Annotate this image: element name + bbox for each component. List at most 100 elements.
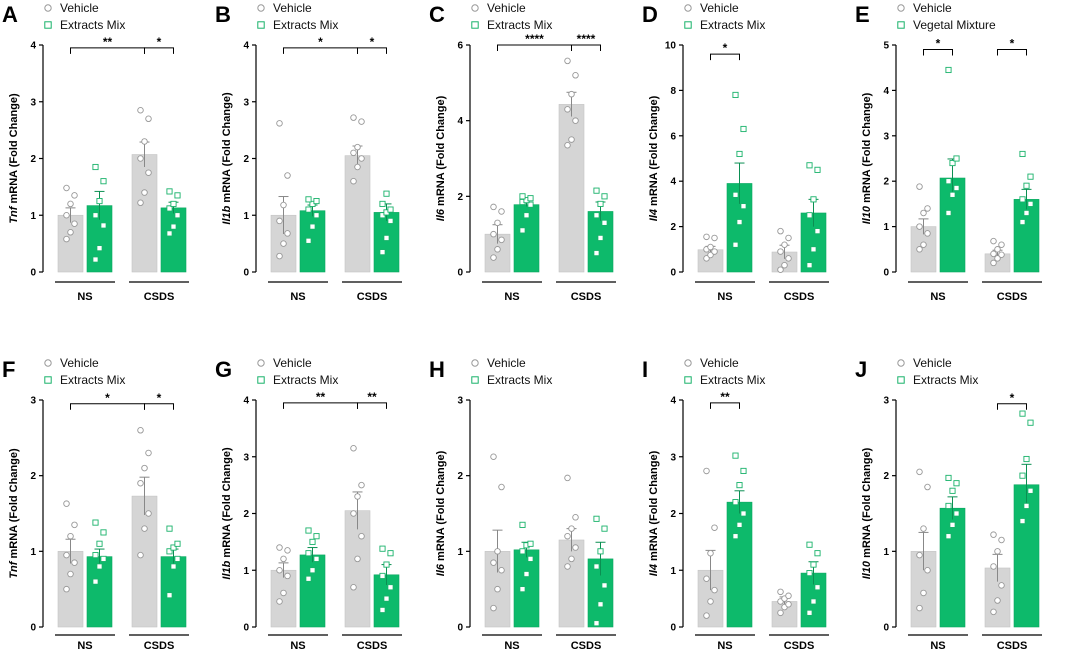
data-point-treatment [1019, 196, 1026, 203]
y-tick-label: 2 [670, 222, 676, 233]
data-point-vehicle [354, 163, 361, 171]
data-point-vehicle [924, 483, 931, 491]
bar-vehicle-csds [131, 154, 158, 273]
legend-vehicle-label: Vehicle [487, 356, 526, 370]
data-point-vehicle [785, 601, 792, 608]
data-point-treatment [170, 200, 177, 207]
data-point-treatment [305, 237, 312, 244]
data-point-treatment [92, 552, 99, 559]
data-point-vehicle [280, 589, 287, 597]
data-point-treatment [732, 191, 739, 198]
data-point-treatment [1027, 419, 1034, 426]
data-point-vehicle [924, 567, 931, 574]
data-point-vehicle [358, 118, 365, 125]
data-point-vehicle [145, 169, 152, 176]
significance-label: * [1010, 37, 1015, 51]
data-point-treatment [806, 212, 813, 219]
data-point-vehicle [711, 586, 718, 594]
bar-vehicle-ns [57, 214, 84, 273]
legend-vehicle-label: Vehicle [487, 1, 526, 15]
data-point-treatment [313, 212, 320, 219]
bar-treatment-ns [513, 549, 540, 628]
data-point-vehicle [350, 149, 357, 157]
group-label-ns: NS [717, 291, 732, 303]
data-point-treatment [953, 480, 960, 487]
data-point-treatment [379, 545, 386, 552]
data-point-treatment [379, 200, 386, 207]
bar-vehicle-csds [558, 539, 585, 628]
data-point-vehicle [998, 536, 1005, 544]
data-point-treatment [100, 555, 107, 562]
group-label-ns: NS [290, 291, 305, 303]
legend: Vehicle Vegetal Mixture [897, 1, 996, 32]
data-point-treatment [92, 212, 99, 219]
legend-vehicle-label: Vehicle [273, 1, 312, 15]
legend-treatment-label: Extracts Mix [913, 373, 978, 387]
panel-letter: D [642, 2, 658, 27]
legend-treatment-marker [44, 21, 52, 29]
legend: Vehicle Extracts Mix [44, 356, 125, 387]
data-point-treatment [174, 212, 181, 219]
legend-treatment-label: Extracts Mix [700, 18, 765, 32]
significance-label: **** [525, 32, 544, 46]
data-point-treatment [92, 256, 99, 263]
data-point-vehicle [284, 172, 291, 179]
data-point-vehicle [276, 120, 283, 127]
data-point-treatment [949, 191, 956, 198]
data-point-vehicle [564, 474, 571, 482]
y-tick-label: 0 [670, 623, 676, 634]
data-point-treatment [740, 203, 747, 210]
significance-label: ** [367, 390, 377, 404]
y-tick-label: 1 [243, 566, 249, 577]
significance-bracket [710, 53, 740, 61]
y-axis-label-suffix: mRNA (Fold Change) [435, 95, 447, 209]
data-point-vehicle [703, 255, 710, 262]
y-tick-label: 0 [243, 623, 249, 634]
data-point-treatment [949, 487, 956, 494]
significance-label: ** [720, 390, 730, 404]
legend-treatment-label: Vegetal Mixture [913, 18, 996, 32]
data-point-treatment [1019, 410, 1026, 417]
y-axis-label-suffix: mRNA (Fold Change) [221, 447, 233, 561]
data-point-vehicle [785, 592, 792, 600]
legend-treatment-marker [471, 21, 479, 29]
data-point-vehicle [990, 531, 997, 538]
data-point-treatment [305, 575, 312, 582]
y-axis-label-suffix: mRNA (Fold Change) [221, 92, 233, 206]
data-point-treatment [92, 163, 99, 171]
y-axis-label: Il4 mRNA (Fold Change) [648, 450, 660, 576]
data-point-treatment [732, 241, 739, 248]
bar-treatment-csds [160, 207, 187, 273]
data-point-vehicle [711, 234, 718, 242]
panel-letter: G [215, 357, 232, 382]
significance-label: **** [577, 32, 596, 46]
y-tick-label: 3 [670, 452, 676, 463]
data-point-treatment [379, 606, 386, 614]
y-axis-label: Il10 mRNA (Fold Change) [861, 92, 873, 224]
bar-treatment-csds [373, 212, 400, 273]
data-point-vehicle [920, 589, 927, 597]
data-point-vehicle [924, 205, 931, 212]
significance-label: * [318, 35, 323, 49]
legend: Vehicle Extracts Mix [44, 1, 125, 32]
data-point-treatment [814, 166, 821, 173]
group-label-csds: CSDS [357, 291, 388, 303]
data-point-vehicle [785, 234, 792, 242]
legend-vehicle-marker [257, 4, 265, 12]
data-point-treatment [313, 555, 320, 562]
y-axis-label-gene: Tnf [8, 560, 20, 578]
data-point-treatment [170, 544, 177, 551]
legend-treatment-label: Extracts Mix [60, 18, 125, 32]
data-point-vehicle [63, 585, 70, 593]
data-point-treatment [305, 196, 312, 203]
data-point-treatment [810, 561, 817, 568]
data-point-vehicle [777, 266, 784, 273]
legend-treatment-label: Extracts Mix [60, 373, 125, 387]
y-tick-label: 3 [883, 131, 889, 142]
significance-bracket [923, 49, 953, 56]
legend-treatment-label: Extracts Mix [273, 18, 338, 32]
data-point-vehicle [141, 138, 148, 145]
data-point-vehicle [916, 604, 923, 612]
data-point-treatment [1023, 455, 1030, 463]
